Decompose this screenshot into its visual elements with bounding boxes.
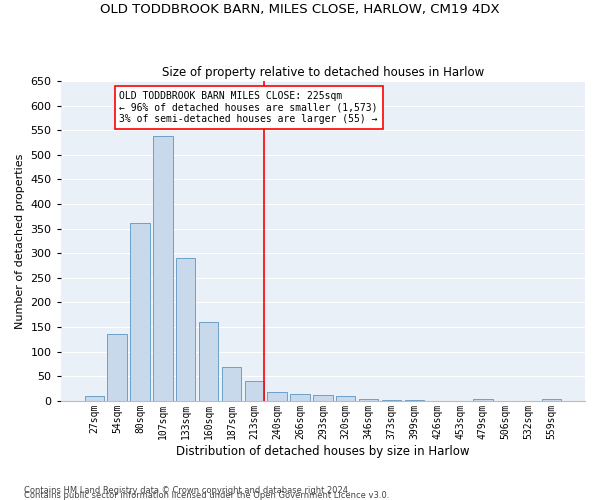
Y-axis label: Number of detached properties: Number of detached properties — [15, 154, 25, 328]
Bar — [404, 400, 424, 401]
Bar — [542, 400, 561, 401]
Bar — [221, 368, 241, 401]
Text: OLD TODDBROOK BARN MILES CLOSE: 225sqm
← 96% of detached houses are smaller (1,5: OLD TODDBROOK BARN MILES CLOSE: 225sqm ←… — [119, 91, 378, 124]
Bar — [153, 136, 173, 401]
Bar — [313, 395, 332, 401]
Title: Size of property relative to detached houses in Harlow: Size of property relative to detached ho… — [162, 66, 484, 78]
Bar — [199, 322, 218, 401]
Bar — [268, 392, 287, 401]
X-axis label: Distribution of detached houses by size in Harlow: Distribution of detached houses by size … — [176, 444, 470, 458]
Bar — [359, 400, 378, 401]
Text: Contains HM Land Registry data © Crown copyright and database right 2024.: Contains HM Land Registry data © Crown c… — [24, 486, 350, 495]
Text: OLD TODDBROOK BARN, MILES CLOSE, HARLOW, CM19 4DX: OLD TODDBROOK BARN, MILES CLOSE, HARLOW,… — [100, 2, 500, 16]
Bar — [473, 400, 493, 401]
Bar — [382, 400, 401, 401]
Bar — [176, 258, 196, 401]
Bar — [130, 223, 149, 401]
Bar — [107, 334, 127, 401]
Text: Contains public sector information licensed under the Open Government Licence v3: Contains public sector information licen… — [24, 490, 389, 500]
Bar — [245, 381, 264, 401]
Bar — [336, 396, 355, 401]
Bar — [290, 394, 310, 401]
Bar — [85, 396, 104, 401]
